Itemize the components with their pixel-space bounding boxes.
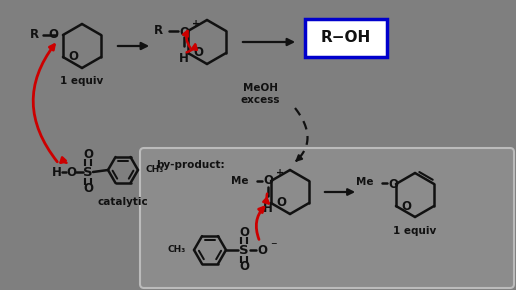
Text: 1 equiv: 1 equiv — [393, 226, 437, 236]
FancyBboxPatch shape — [140, 148, 514, 288]
Text: +: + — [276, 168, 284, 178]
Text: O: O — [263, 175, 273, 188]
Text: R: R — [30, 28, 39, 41]
Text: O: O — [179, 26, 189, 39]
Text: S: S — [83, 166, 93, 179]
Text: 1 equiv: 1 equiv — [60, 76, 104, 86]
Text: O: O — [239, 226, 249, 240]
Text: O: O — [193, 46, 203, 59]
Text: O: O — [66, 166, 76, 179]
Text: O: O — [257, 244, 267, 256]
Text: excess: excess — [240, 95, 280, 105]
Text: O: O — [83, 182, 93, 195]
Text: O: O — [83, 148, 93, 162]
Text: O: O — [401, 200, 411, 213]
Text: CH₃: CH₃ — [146, 166, 164, 175]
Text: O: O — [48, 28, 58, 41]
Text: +: + — [192, 19, 200, 29]
Text: H: H — [52, 166, 62, 179]
FancyBboxPatch shape — [305, 19, 387, 57]
Text: ⁻: ⁻ — [270, 240, 277, 253]
Text: O: O — [68, 50, 78, 64]
Text: O: O — [239, 260, 249, 273]
Text: CH₃: CH₃ — [168, 246, 186, 255]
Text: Me: Me — [357, 177, 374, 187]
Text: MeOH: MeOH — [243, 83, 278, 93]
Text: catalytic: catalytic — [98, 197, 149, 207]
Text: O: O — [276, 197, 286, 209]
Text: H: H — [179, 52, 189, 65]
Text: O: O — [388, 177, 398, 191]
Text: R−OH: R−OH — [321, 30, 371, 46]
Text: by-product:: by-product: — [156, 160, 224, 170]
Text: H: H — [263, 202, 273, 215]
Text: Me: Me — [232, 176, 249, 186]
Text: S: S — [239, 244, 249, 256]
Text: R: R — [154, 24, 163, 37]
